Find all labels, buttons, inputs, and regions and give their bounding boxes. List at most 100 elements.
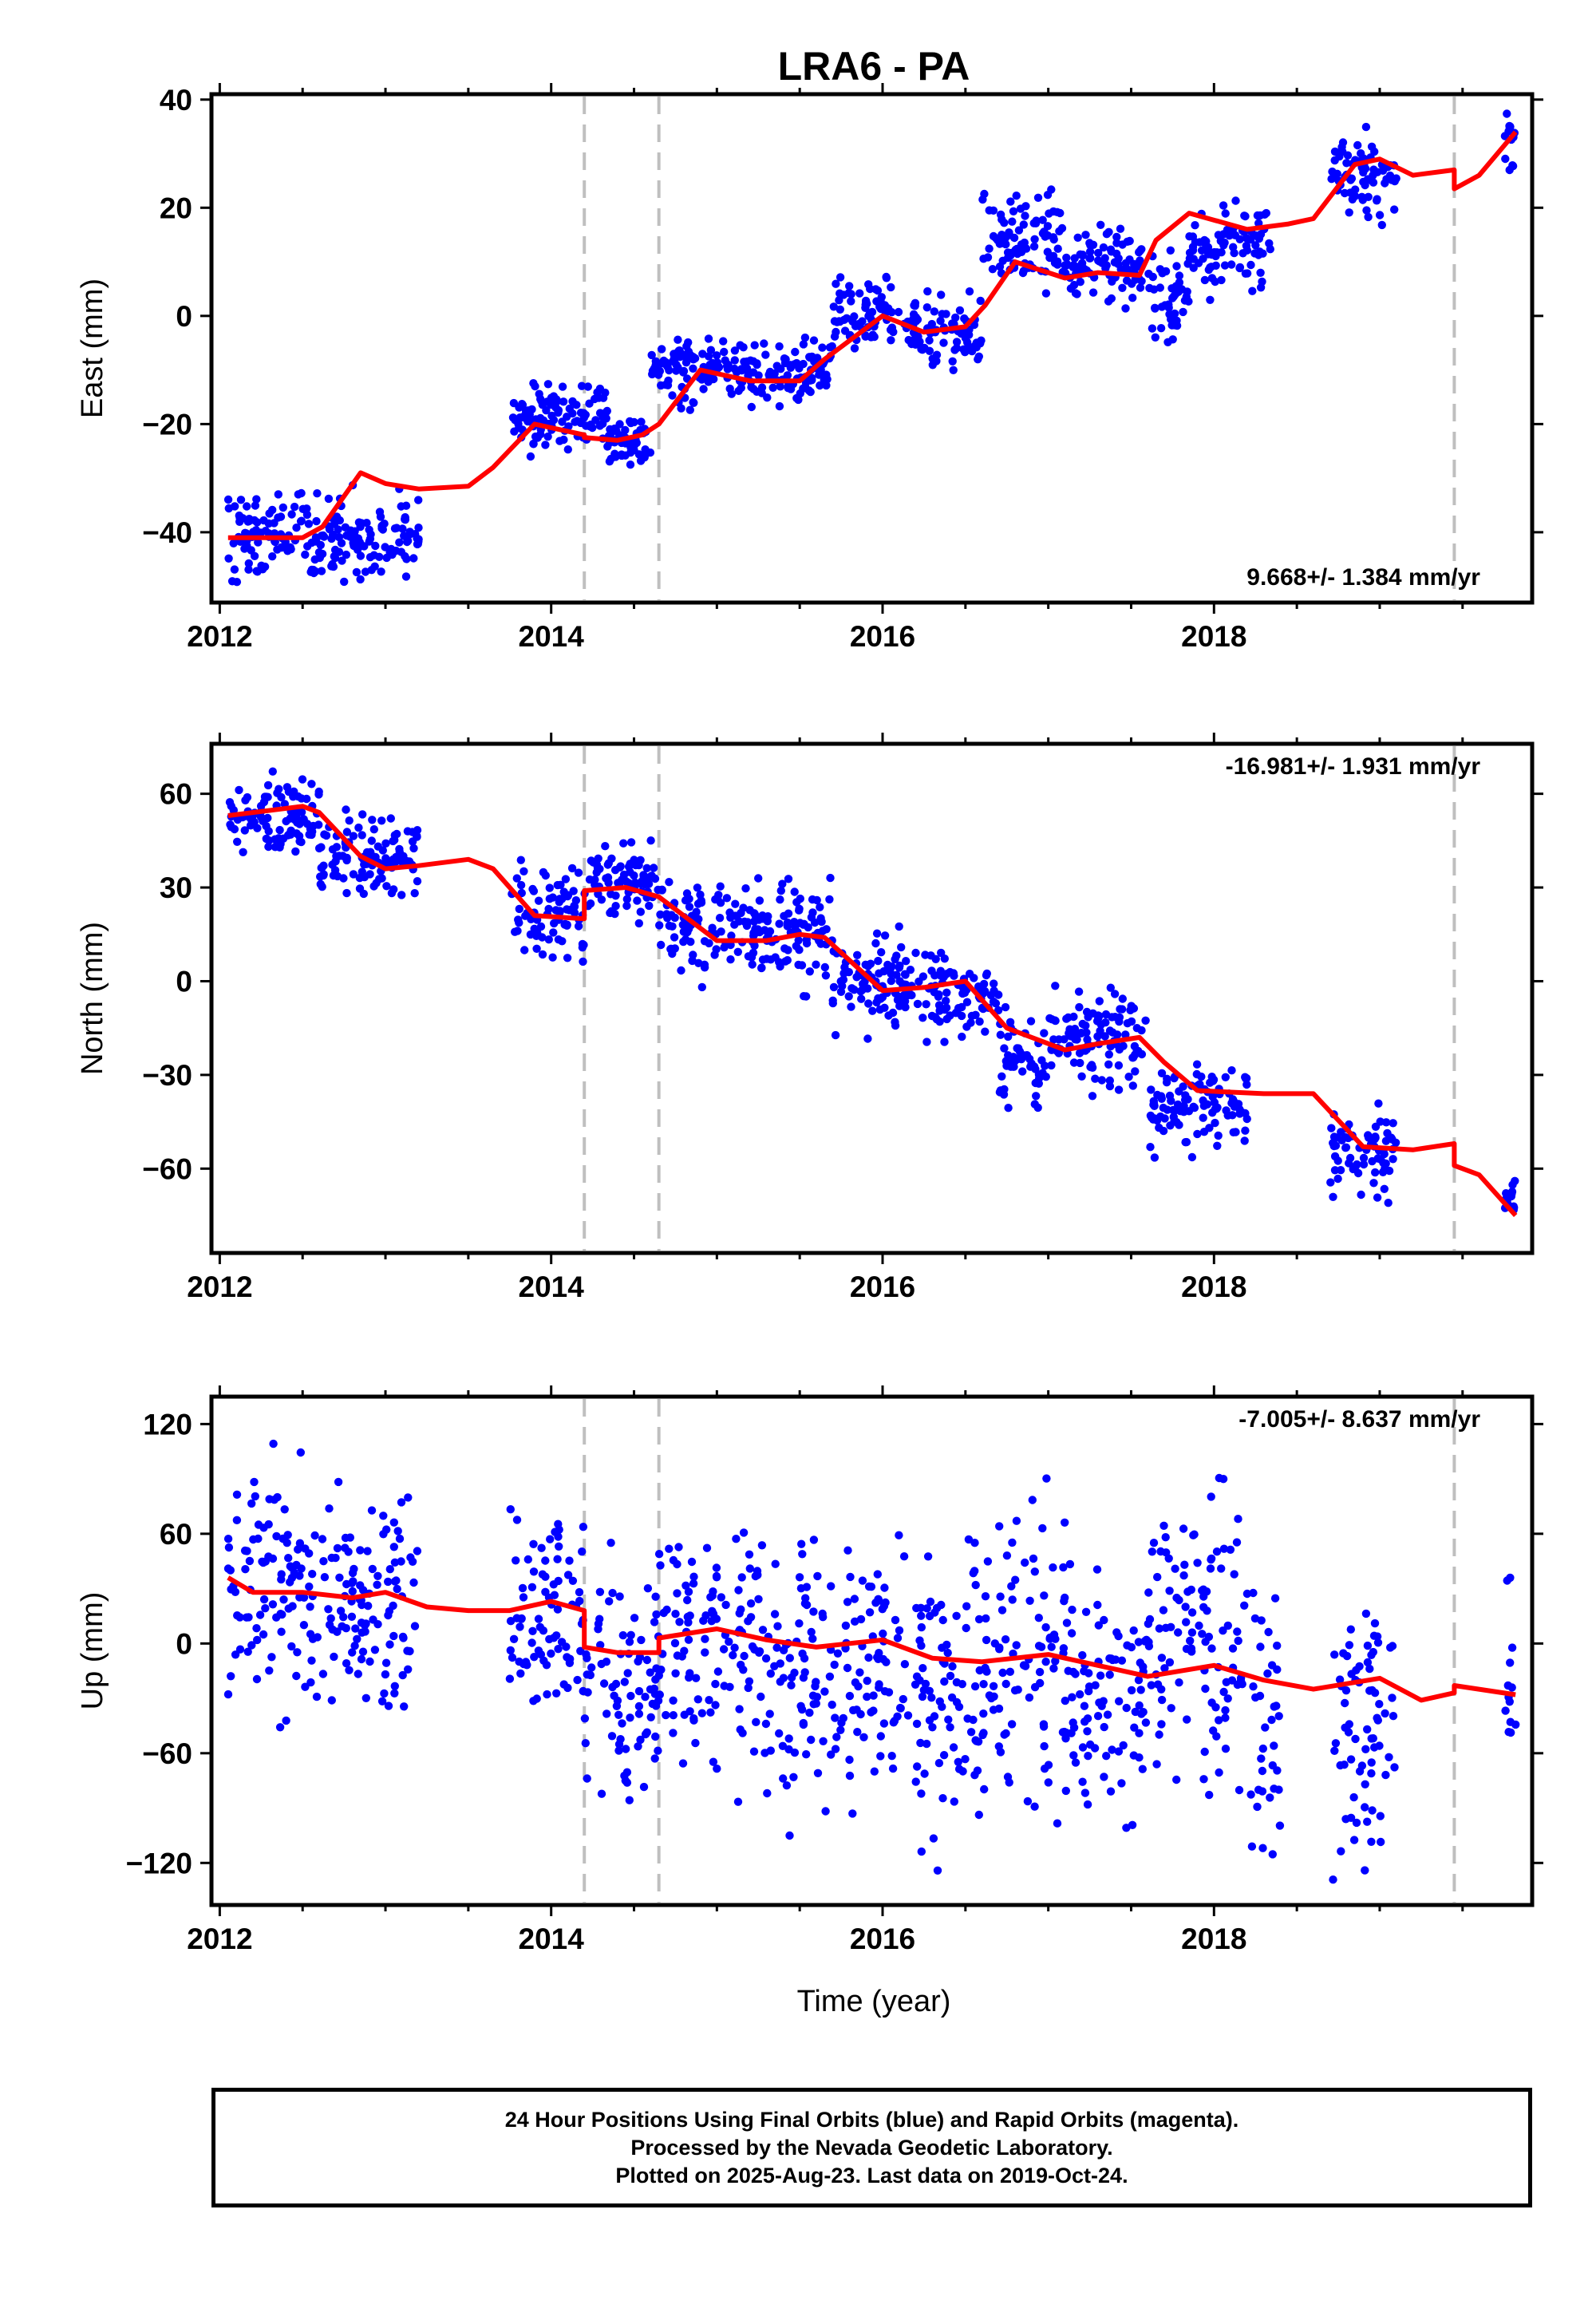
data-point	[1147, 1085, 1156, 1094]
data-point	[1187, 1628, 1197, 1637]
data-point	[1012, 192, 1021, 200]
data-point	[226, 1566, 235, 1575]
x-tick-label: 2018	[1181, 1923, 1246, 1955]
data-point	[1092, 1565, 1102, 1574]
data-point	[1013, 1686, 1022, 1694]
data-point	[295, 837, 304, 846]
data-point	[1210, 1098, 1219, 1107]
x-axis: 2012 2014 2016 2018	[187, 83, 1464, 653]
data-point	[327, 1696, 336, 1705]
data-point	[579, 409, 587, 417]
data-point	[684, 1618, 693, 1627]
data-point	[887, 976, 896, 986]
data-point	[912, 337, 922, 346]
data-point	[888, 1008, 898, 1018]
data-point	[1359, 1153, 1369, 1163]
data-point	[1053, 1819, 1062, 1828]
data-point	[1069, 1723, 1079, 1732]
data-point	[347, 1579, 357, 1587]
data-point	[983, 1557, 993, 1566]
data-point	[1256, 268, 1265, 277]
data-point	[1155, 1123, 1163, 1132]
data-point	[607, 1732, 617, 1741]
data-point	[754, 874, 763, 883]
data-point	[377, 1697, 387, 1705]
data-point	[692, 1674, 701, 1682]
data-point	[1199, 1113, 1207, 1122]
data-point	[549, 392, 559, 401]
data-point	[739, 343, 748, 352]
data-point	[630, 1614, 639, 1622]
data-point	[883, 960, 892, 970]
data-point	[685, 1669, 694, 1678]
data-point	[1222, 1106, 1231, 1115]
data-point	[1006, 1062, 1016, 1071]
data-point	[923, 287, 932, 296]
data-point	[1254, 1785, 1263, 1794]
data-point	[864, 999, 873, 1008]
data-point	[347, 1612, 357, 1622]
data-points	[223, 1439, 1520, 1884]
data-point	[670, 350, 678, 358]
data-point	[895, 1626, 904, 1635]
data-point	[677, 966, 685, 975]
data-point	[630, 856, 638, 864]
data-point	[895, 1531, 903, 1539]
data-point	[1209, 1726, 1218, 1735]
data-point	[223, 1690, 233, 1699]
data-point	[1357, 149, 1365, 158]
data-point	[893, 995, 903, 1005]
data-point	[634, 1701, 644, 1711]
data-point	[1273, 1641, 1282, 1650]
data-point	[526, 452, 535, 461]
data-point	[734, 1586, 743, 1595]
data-point	[275, 825, 284, 835]
data-point	[262, 792, 271, 801]
data-point	[888, 1764, 898, 1773]
data-point	[290, 1568, 298, 1577]
data-point	[1114, 1747, 1124, 1756]
data-point	[766, 1669, 775, 1678]
data-point	[912, 1672, 922, 1681]
data-point	[342, 828, 352, 836]
data-point	[381, 1670, 390, 1679]
y-axis-label: Up (mm)	[76, 1592, 109, 1710]
data-point	[1348, 195, 1357, 204]
data-point	[1081, 1021, 1090, 1030]
data-point	[1085, 254, 1094, 263]
data-point	[1200, 239, 1210, 248]
data-point	[796, 1584, 806, 1593]
data-point	[1157, 1069, 1167, 1078]
data-point	[1075, 1049, 1084, 1057]
data-point	[325, 525, 334, 534]
data-point	[534, 896, 543, 905]
data-point	[818, 927, 828, 935]
data-point	[1088, 240, 1098, 249]
data-point	[836, 987, 846, 997]
data-point	[755, 1647, 764, 1656]
data-point	[585, 875, 595, 884]
data-point	[895, 961, 904, 970]
data-point	[776, 382, 784, 391]
data-point	[1270, 1741, 1278, 1750]
data-point	[314, 844, 324, 853]
data-point	[799, 1718, 808, 1728]
data-point	[1157, 1695, 1167, 1705]
data-point	[887, 336, 895, 345]
data-point	[1152, 1760, 1161, 1769]
data-point	[644, 879, 654, 888]
data-point	[799, 920, 808, 929]
data-point	[1208, 1109, 1217, 1117]
data-point	[1223, 1621, 1233, 1630]
data-point	[508, 1653, 517, 1662]
data-point	[239, 848, 247, 857]
data-point	[766, 1746, 775, 1755]
data-point	[1062, 1014, 1071, 1023]
data-point	[985, 206, 994, 215]
data-point	[243, 792, 252, 802]
data-point	[1341, 1144, 1350, 1152]
data-point	[749, 357, 758, 366]
data-point	[292, 1560, 301, 1570]
data-point	[970, 1539, 979, 1547]
data-point	[573, 417, 582, 425]
